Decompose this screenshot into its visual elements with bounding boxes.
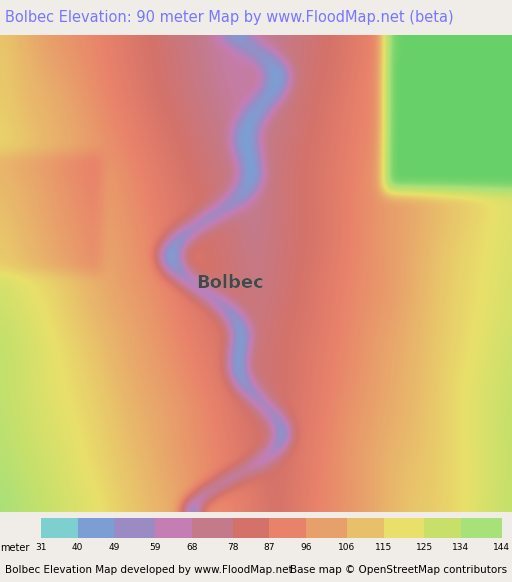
- Text: Bolbec: Bolbec: [197, 274, 264, 292]
- FancyBboxPatch shape: [114, 518, 155, 538]
- FancyBboxPatch shape: [78, 518, 114, 538]
- Text: Bolbec: Bolbec: [197, 274, 264, 292]
- FancyBboxPatch shape: [383, 518, 424, 538]
- FancyBboxPatch shape: [424, 518, 461, 538]
- Text: 96: 96: [300, 544, 312, 552]
- FancyBboxPatch shape: [192, 518, 232, 538]
- Text: Bolbec Elevation: 90 meter Map by www.FloodMap.net (beta): Bolbec Elevation: 90 meter Map by www.Fl…: [5, 10, 454, 25]
- Text: 59: 59: [150, 544, 161, 552]
- Text: 125: 125: [416, 544, 433, 552]
- Text: 78: 78: [227, 544, 239, 552]
- Text: 134: 134: [453, 544, 470, 552]
- Text: 106: 106: [338, 544, 355, 552]
- Text: 68: 68: [186, 544, 198, 552]
- FancyBboxPatch shape: [41, 518, 78, 538]
- Text: 115: 115: [375, 544, 392, 552]
- Text: meter: meter: [0, 544, 29, 553]
- Text: 87: 87: [264, 544, 275, 552]
- Text: 40: 40: [72, 544, 83, 552]
- FancyBboxPatch shape: [347, 518, 383, 538]
- FancyBboxPatch shape: [306, 518, 347, 538]
- Text: 144: 144: [493, 544, 510, 552]
- FancyBboxPatch shape: [269, 518, 306, 538]
- FancyBboxPatch shape: [155, 518, 192, 538]
- Text: 49: 49: [109, 544, 120, 552]
- Text: 31: 31: [35, 544, 47, 552]
- Text: Bolbec Elevation Map developed by www.FloodMap.net: Bolbec Elevation Map developed by www.Fl…: [5, 565, 293, 575]
- FancyBboxPatch shape: [232, 518, 269, 538]
- Text: Base map © OpenStreetMap contributors: Base map © OpenStreetMap contributors: [290, 565, 507, 575]
- FancyBboxPatch shape: [461, 518, 502, 538]
